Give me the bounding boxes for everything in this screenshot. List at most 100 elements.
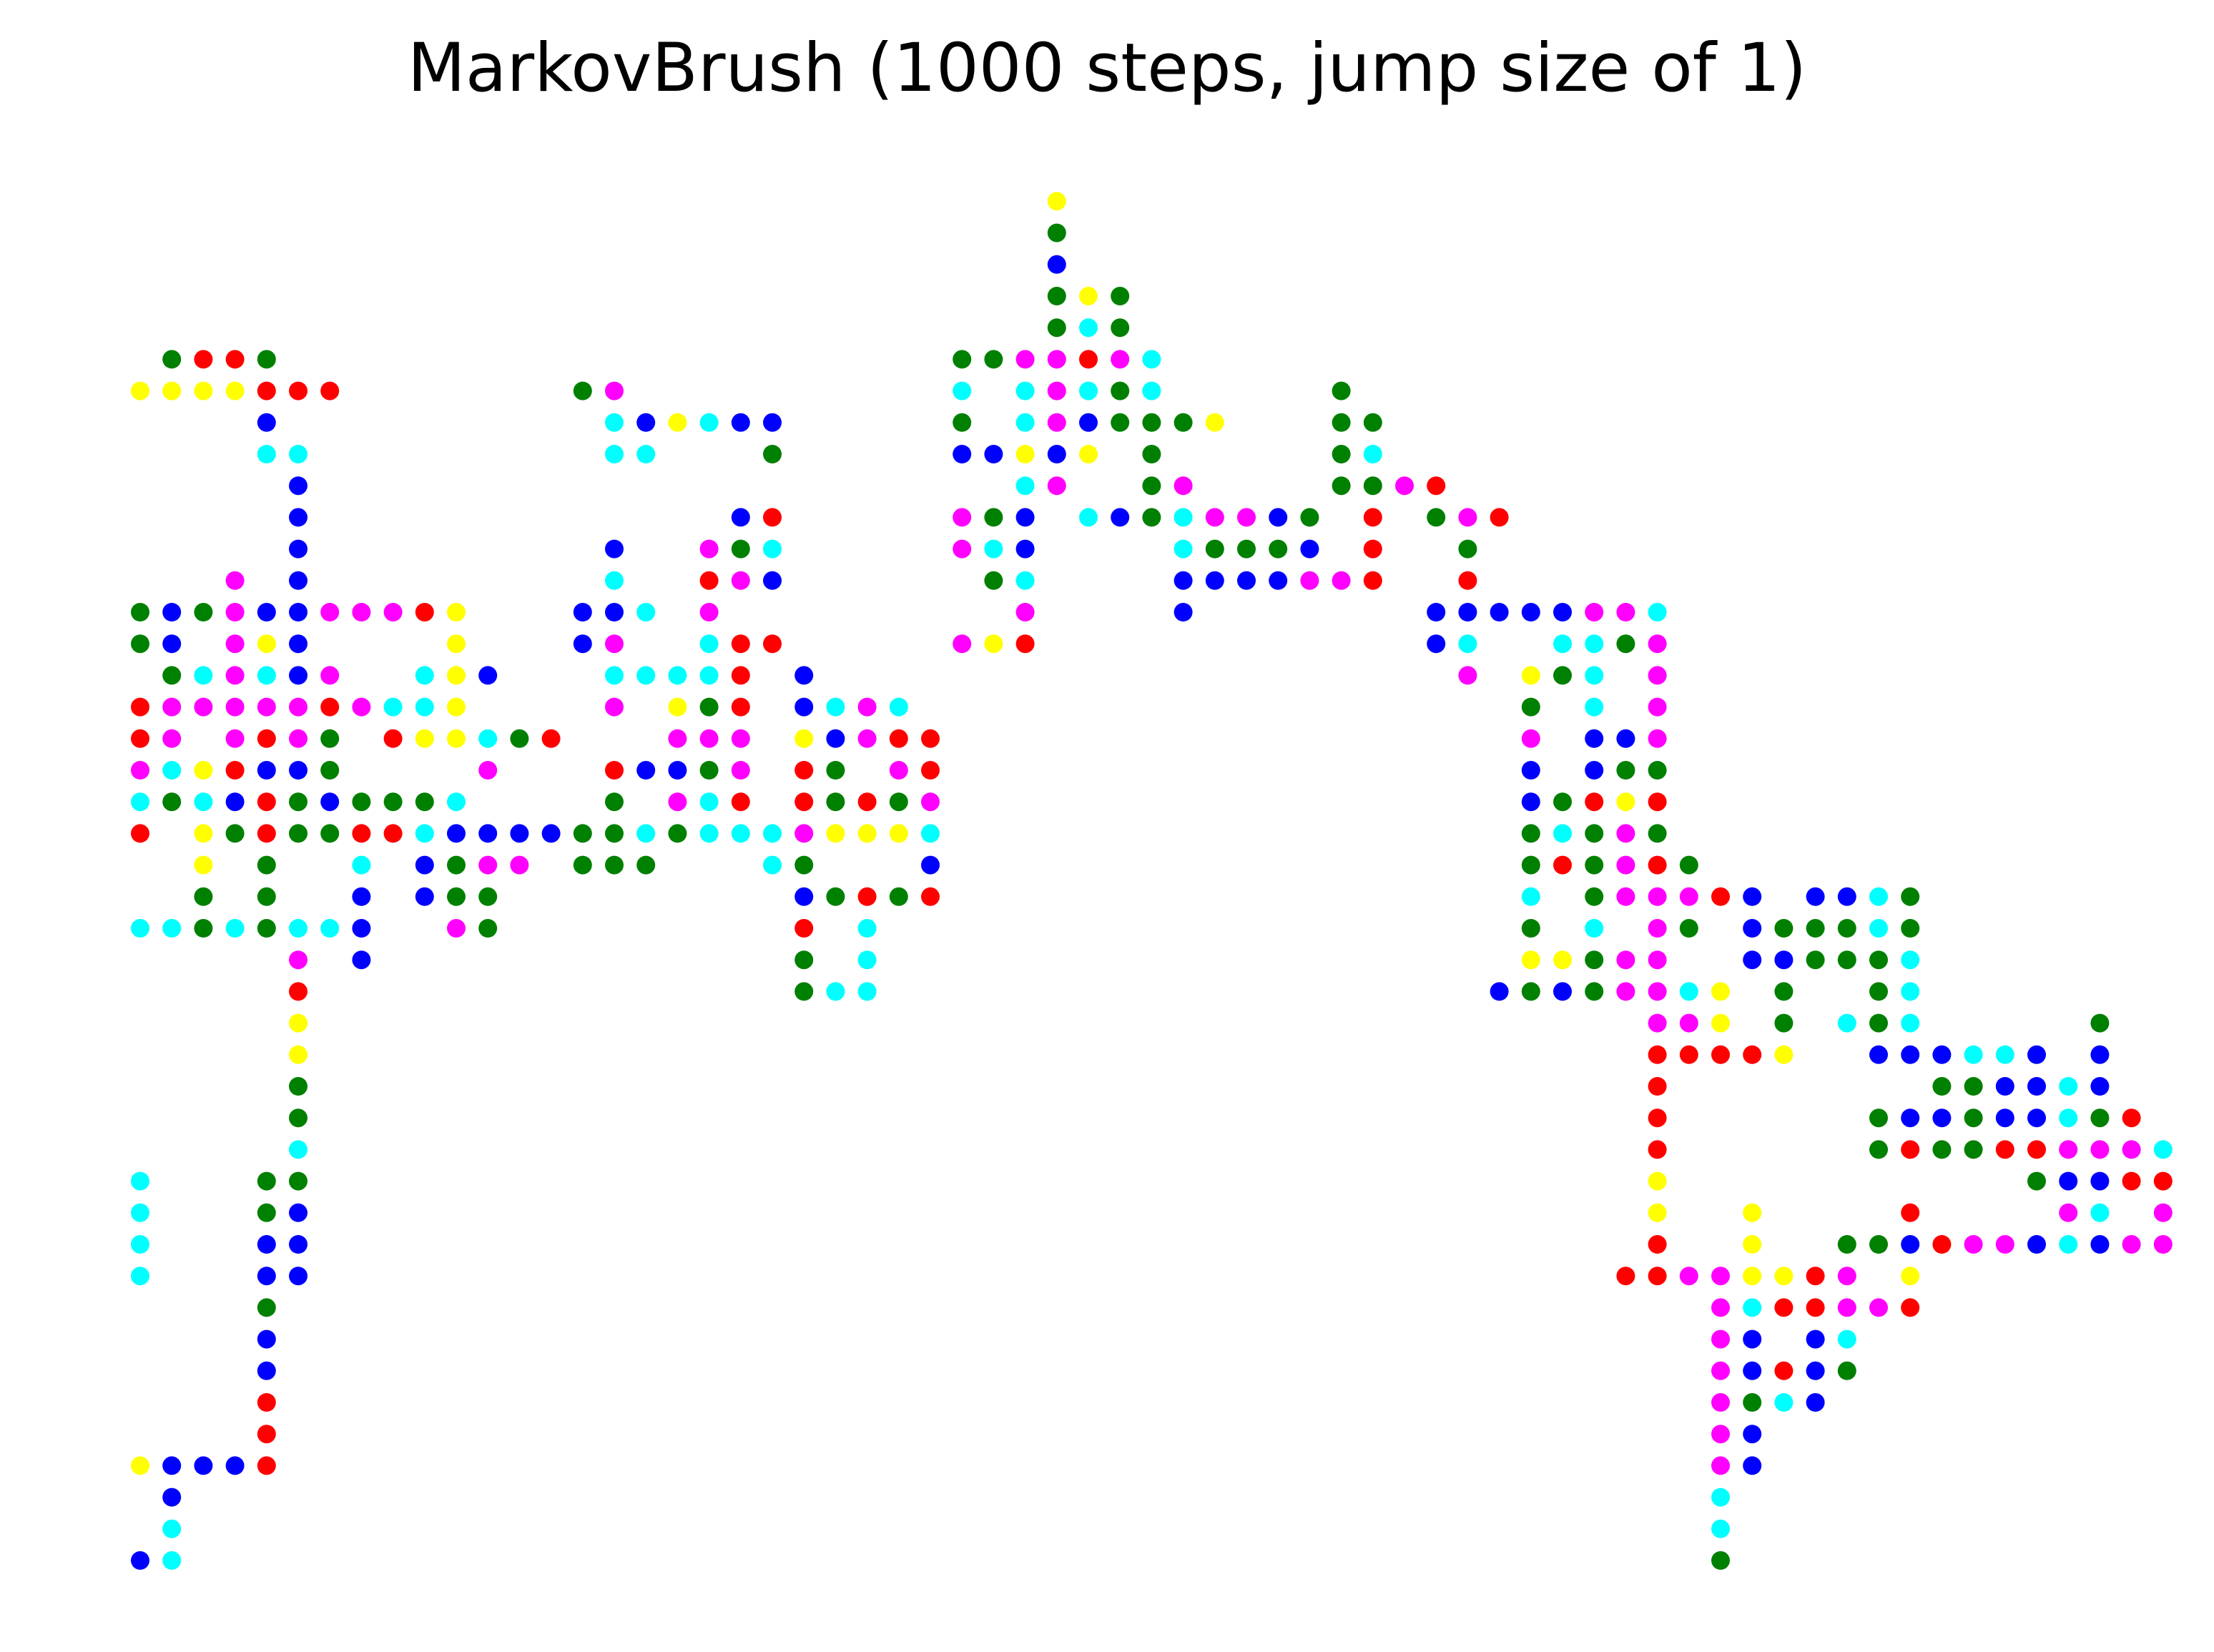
data-point bbox=[984, 634, 1003, 654]
data-point bbox=[826, 982, 845, 1001]
data-point bbox=[383, 603, 403, 621]
data-point bbox=[1142, 445, 1161, 463]
data-point bbox=[953, 539, 972, 559]
data-point bbox=[636, 855, 656, 875]
data-point bbox=[1648, 1267, 1667, 1286]
data-point bbox=[1901, 982, 1920, 1001]
data-point bbox=[2059, 1203, 2078, 1222]
data-point bbox=[1205, 571, 1224, 590]
data-point bbox=[699, 413, 719, 432]
data-point bbox=[605, 634, 624, 654]
data-point bbox=[1015, 381, 1035, 400]
data-point bbox=[1079, 287, 1098, 305]
data-point bbox=[289, 1140, 308, 1159]
data-point bbox=[2153, 1203, 2173, 1222]
data-point bbox=[415, 824, 434, 843]
data-point bbox=[1553, 982, 1572, 1001]
data-point bbox=[1174, 603, 1193, 621]
data-point bbox=[1837, 887, 1856, 906]
data-point bbox=[1142, 350, 1161, 369]
data-point bbox=[478, 824, 498, 843]
data-point bbox=[2027, 1077, 2046, 1096]
data-point bbox=[257, 1298, 276, 1317]
data-point bbox=[415, 729, 434, 748]
data-point bbox=[731, 697, 750, 717]
data-point bbox=[257, 792, 276, 812]
data-point bbox=[1648, 919, 1667, 938]
data-point bbox=[2090, 1045, 2110, 1064]
data-point bbox=[1774, 1045, 1794, 1064]
data-point bbox=[1648, 1108, 1667, 1128]
data-point bbox=[857, 792, 877, 812]
data-point bbox=[1711, 1393, 1730, 1412]
data-point bbox=[1015, 445, 1035, 463]
data-point bbox=[857, 919, 877, 938]
data-point bbox=[1837, 1235, 1856, 1254]
data-point bbox=[131, 729, 149, 748]
data-point bbox=[1648, 761, 1667, 780]
data-point bbox=[1869, 1235, 1888, 1254]
data-point bbox=[1015, 350, 1035, 369]
data-point bbox=[1869, 982, 1888, 1001]
data-point bbox=[289, 1045, 308, 1064]
data-point bbox=[1237, 508, 1256, 527]
data-point bbox=[1869, 919, 1888, 938]
data-point bbox=[857, 824, 877, 843]
data-point bbox=[889, 761, 908, 780]
data-point bbox=[1679, 887, 1698, 906]
data-point bbox=[1585, 887, 1604, 906]
data-point bbox=[1869, 1298, 1888, 1317]
data-point bbox=[1837, 1329, 1856, 1349]
data-point bbox=[1111, 318, 1130, 338]
data-point bbox=[1395, 476, 1414, 496]
data-point bbox=[257, 350, 276, 369]
data-point bbox=[1806, 887, 1825, 906]
data-point bbox=[1047, 350, 1066, 369]
data-point bbox=[383, 824, 403, 843]
data-point bbox=[478, 761, 498, 780]
data-point bbox=[668, 761, 687, 780]
data-point bbox=[257, 381, 276, 400]
data-point bbox=[1521, 855, 1540, 875]
data-point bbox=[668, 824, 687, 843]
data-point bbox=[289, 1077, 308, 1096]
data-point bbox=[352, 792, 371, 812]
data-point bbox=[1363, 476, 1382, 496]
data-point bbox=[1300, 571, 1319, 590]
data-point bbox=[1521, 982, 1540, 1001]
data-point bbox=[1521, 761, 1540, 780]
data-point bbox=[1901, 1045, 1920, 1064]
data-point bbox=[352, 697, 371, 717]
data-point bbox=[1300, 539, 1319, 559]
data-point bbox=[2153, 1235, 2173, 1254]
data-point bbox=[1648, 1013, 1667, 1033]
data-point bbox=[1363, 571, 1382, 590]
data-point bbox=[320, 761, 340, 780]
data-point bbox=[794, 761, 814, 780]
data-point bbox=[257, 603, 276, 621]
data-point bbox=[1648, 982, 1667, 1001]
data-point bbox=[1363, 539, 1382, 559]
data-point bbox=[1964, 1140, 1983, 1159]
data-point bbox=[1458, 571, 1477, 590]
data-point bbox=[162, 350, 182, 369]
data-point bbox=[1774, 982, 1794, 1001]
data-point bbox=[2090, 1013, 2110, 1033]
data-point bbox=[1806, 1393, 1825, 1412]
data-point bbox=[699, 571, 719, 590]
data-point bbox=[225, 381, 245, 400]
data-point bbox=[573, 381, 592, 400]
data-point bbox=[1111, 287, 1130, 305]
data-point bbox=[826, 729, 845, 748]
data-point bbox=[2027, 1045, 2046, 1064]
data-point bbox=[225, 919, 245, 938]
data-point bbox=[2090, 1140, 2110, 1159]
data-point bbox=[1806, 1298, 1825, 1317]
data-point bbox=[225, 729, 245, 748]
data-point bbox=[1585, 950, 1604, 970]
data-point bbox=[1079, 445, 1098, 463]
data-point bbox=[415, 603, 434, 621]
data-point bbox=[1616, 1267, 1635, 1286]
data-point bbox=[636, 413, 656, 432]
data-point bbox=[1521, 792, 1540, 812]
